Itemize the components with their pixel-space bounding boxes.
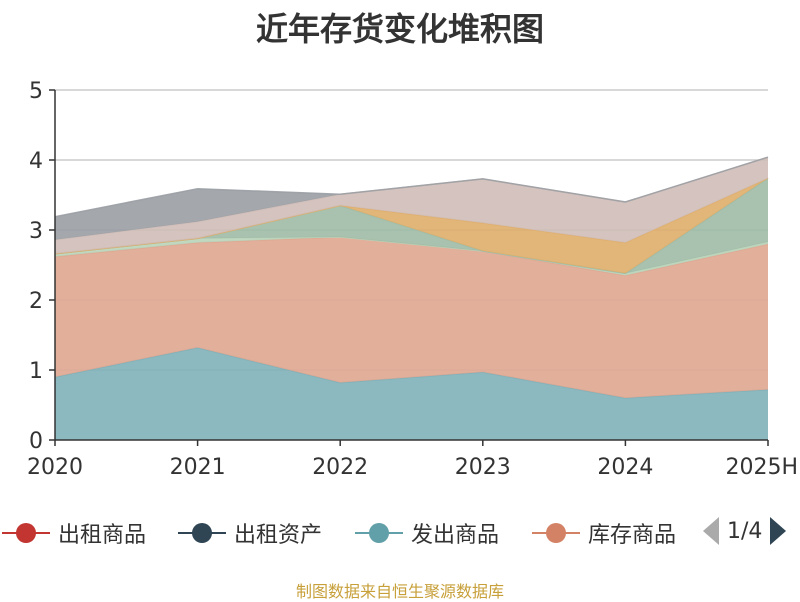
area-series: [54, 156, 769, 440]
area-series-s1[interactable]: [55, 347, 768, 440]
legend-label-3: 发出商品: [411, 523, 500, 548]
legend-item-4[interactable]: 库存商品: [532, 515, 682, 551]
area-series-s7[interactable]: [55, 157, 768, 240]
legend-marker-4: [532, 523, 580, 543]
y-tick-label-3: 3: [29, 219, 43, 244]
y-tick-label-4: 4: [29, 149, 43, 174]
page-next-icon[interactable]: [770, 517, 787, 545]
page-prev-icon[interactable]: [703, 517, 719, 545]
chart-title: 近年存货变化堆积图: [255, 10, 544, 48]
x-tick-label-0: 2020: [27, 455, 83, 480]
x-tick-label-5: 2025H: [725, 455, 798, 480]
legend-label-2: 出租资产: [234, 523, 323, 548]
legend-label-1: 出租商品: [58, 523, 147, 548]
legend: 出租商品 出租资产 发出商品 库存商品 1/4: [0, 515, 800, 555]
legend-marker-3: [355, 523, 403, 543]
legend-item-1[interactable]: 出租商品: [2, 515, 146, 551]
x-tick-label-3: 2023: [455, 455, 511, 480]
legend-marker-1: [2, 523, 50, 543]
area-series-s6[interactable]: [55, 157, 768, 254]
legend-page-indicator: 1/4: [727, 518, 763, 544]
x-tick-label-1: 2021: [170, 455, 226, 480]
area-edge-s7: [54, 156, 769, 218]
area-series-s2[interactable]: [55, 237, 768, 398]
legend-marker-2: [178, 523, 226, 543]
legend-pager: 1/4: [703, 517, 787, 545]
y-tick-label-5: 5: [29, 79, 43, 104]
area-series-s5[interactable]: [55, 178, 768, 274]
legend-item-2[interactable]: 出租资产: [178, 515, 322, 551]
y-tick-label-1: 1: [29, 359, 43, 384]
legend-label-4: 库存商品: [588, 523, 677, 548]
x-tick-label-4: 2024: [597, 455, 653, 480]
x-tick-label-2: 2022: [312, 455, 368, 480]
legend-item-3[interactable]: 发出商品: [355, 515, 499, 551]
axes: 0 1 2 3 4 5 2020 2021 2022 2023 2024 2025H: [27, 79, 798, 480]
source-note: 制图数据来自恒生聚源数据库: [295, 582, 504, 601]
y-tick-label-2: 2: [29, 289, 43, 314]
y-tick-label-0: 0: [29, 429, 43, 454]
